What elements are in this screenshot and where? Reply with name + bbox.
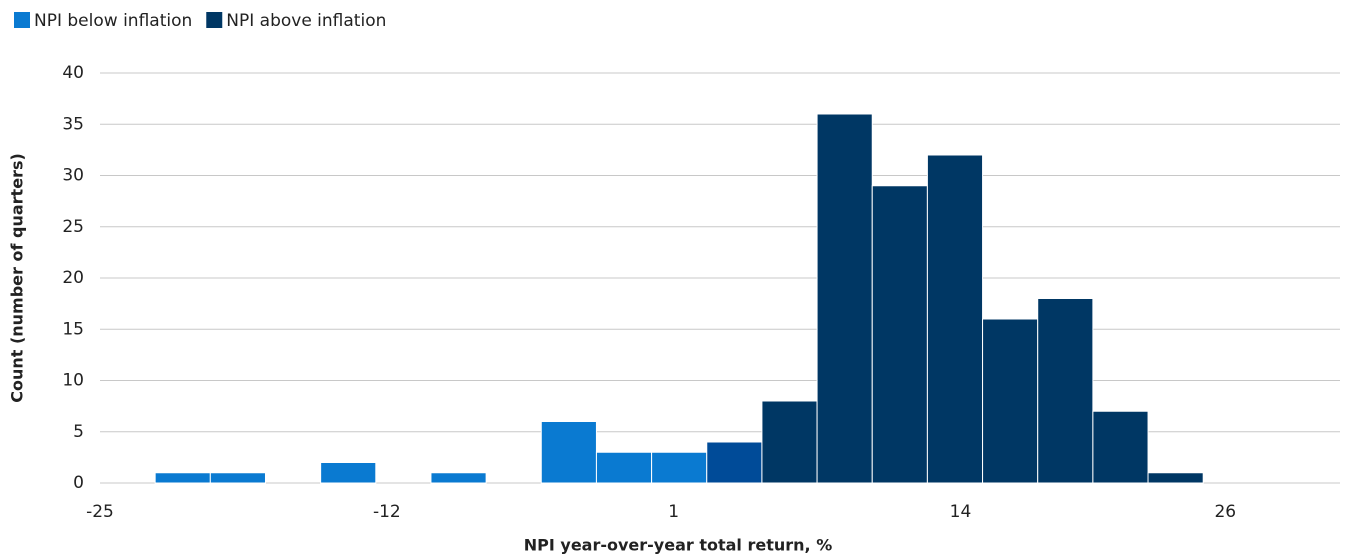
bar xyxy=(926,154,984,484)
bar xyxy=(320,462,377,484)
x-axis-label: NPI year-over-year total return, % xyxy=(524,536,832,555)
y-tick-label: 25 xyxy=(62,217,84,237)
legend-swatch xyxy=(206,12,223,28)
x-tick-label: -12 xyxy=(373,502,401,522)
bar xyxy=(209,472,266,484)
legend-label: NPI below inflation xyxy=(34,11,192,31)
y-tick-label: 40 xyxy=(62,63,84,83)
x-tick-label: 1 xyxy=(668,502,679,522)
bar xyxy=(761,400,818,484)
bar xyxy=(430,472,487,484)
x-tick-label: -25 xyxy=(86,502,114,522)
bar xyxy=(1092,410,1149,484)
legend-swatch xyxy=(14,12,30,28)
x-tick-label: 26 xyxy=(1214,502,1236,522)
y-tick-label: 30 xyxy=(62,166,84,186)
bar xyxy=(816,113,873,484)
y-tick-label: 10 xyxy=(62,371,84,391)
bar xyxy=(871,185,928,484)
bar xyxy=(540,421,597,484)
bar xyxy=(1037,298,1094,484)
bar xyxy=(982,318,1039,484)
bar xyxy=(1147,472,1204,484)
bar xyxy=(154,472,211,484)
bar xyxy=(706,441,763,484)
y-tick-label: 0 xyxy=(73,473,84,493)
y-tick-label: 35 xyxy=(62,114,84,134)
bar xyxy=(651,451,708,484)
x-tick-label: 14 xyxy=(950,502,972,522)
y-tick-label: 5 xyxy=(73,422,84,442)
y-tick-label: 20 xyxy=(62,268,84,288)
y-axis-label: Count (number of quarters) xyxy=(8,153,27,403)
bar xyxy=(595,451,653,484)
y-tick-label: 15 xyxy=(62,319,84,339)
legend-label: NPI above inflation xyxy=(226,11,386,31)
